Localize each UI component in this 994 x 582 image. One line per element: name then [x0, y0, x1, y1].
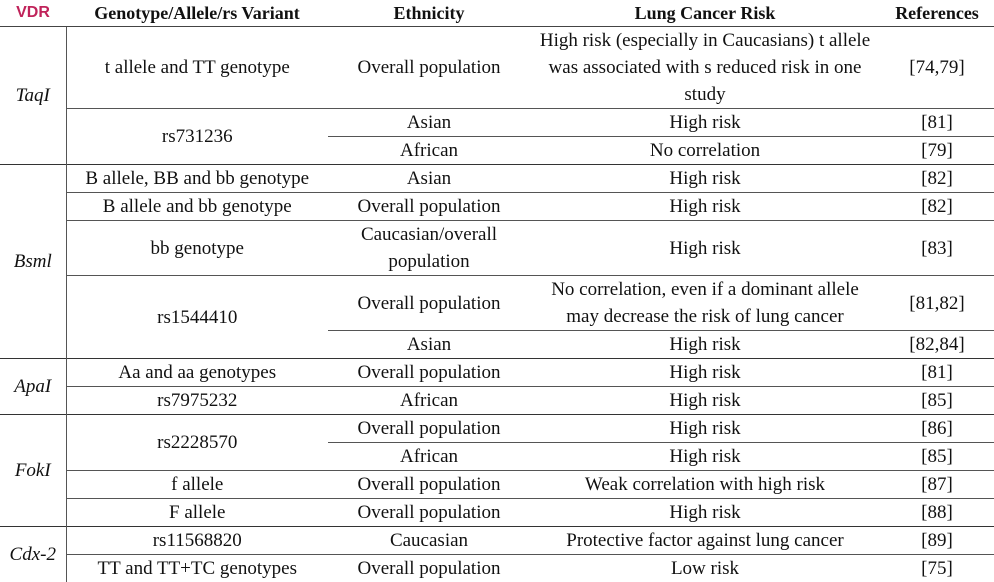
references-cell: [81]	[880, 109, 994, 137]
risk-cell: No correlation	[530, 137, 880, 165]
risk-cell: High risk	[530, 443, 880, 471]
header-cell: References	[880, 0, 994, 27]
header-cell: VDR	[0, 0, 66, 27]
risk-cell: Weak correlation with high risk	[530, 471, 880, 499]
references-cell: [86]	[880, 415, 994, 443]
header-row: VDR Genotype/Allele/rs Variant Ethnicity…	[0, 0, 994, 27]
genotype-cell: F allele	[66, 499, 328, 527]
ethnicity-cell: Asian	[328, 165, 530, 193]
page: VDR Genotype/Allele/rs Variant Ethnicity…	[0, 0, 994, 568]
header-cell: Ethnicity	[328, 0, 530, 27]
genotype-cell: B allele and bb genotype	[66, 193, 328, 221]
risk-cell: No correlation, even if a dominant allel…	[530, 276, 880, 331]
group-name: ApaI	[0, 359, 66, 415]
ethnicity-cell: Overall population	[328, 415, 530, 443]
risk-cell: High risk	[530, 331, 880, 359]
ethnicity-cell: Overall population	[328, 276, 530, 331]
references-cell: [85]	[880, 387, 994, 415]
ethnicity-cell: Asian	[328, 109, 530, 137]
ethnicity-cell: Overall population	[328, 471, 530, 499]
risk-cell: High risk	[530, 109, 880, 137]
header-cell: Lung Cancer Risk	[530, 0, 880, 27]
risk-cell: Low risk	[530, 555, 880, 582]
risk-cell: High risk	[530, 359, 880, 387]
risk-cell: High risk	[530, 387, 880, 415]
genotype-cell: TT and TT+TC genotypes	[66, 555, 328, 582]
genotype-cell: t allele and TT genotype	[66, 27, 328, 109]
ethnicity-cell: Caucasian	[328, 527, 530, 555]
references-cell: [75]	[880, 555, 994, 582]
genotype-cell: rs7975232	[66, 387, 328, 415]
references-cell: [85]	[880, 443, 994, 471]
references-cell: [74,79]	[880, 27, 994, 109]
genotype-cell: f allele	[66, 471, 328, 499]
references-cell: [81]	[880, 359, 994, 387]
genotype-cell: rs2228570	[66, 415, 328, 471]
group-name: Cdx-2	[0, 527, 66, 582]
risk-cell: High risk	[530, 165, 880, 193]
group-name: TaqI	[0, 27, 66, 165]
references-cell: [88]	[880, 499, 994, 527]
ethnicity-cell: Overall population	[328, 193, 530, 221]
references-cell: [82]	[880, 193, 994, 221]
references-cell: [79]	[880, 137, 994, 165]
ethnicity-cell: Overall population	[328, 359, 530, 387]
ethnicity-cell: Caucasian/overall population	[328, 221, 530, 276]
risk-cell: High risk	[530, 499, 880, 527]
header-cell: Genotype/Allele/rs Variant	[66, 0, 328, 27]
group-name: Bsml	[0, 165, 66, 359]
risk-cell: High risk (especially in Caucasians) t a…	[530, 27, 880, 109]
group-name: FokI	[0, 415, 66, 527]
ethnicity-cell: Overall population	[328, 555, 530, 582]
references-cell: [81,82]	[880, 276, 994, 331]
genotype-cell: Aa and aa genotypes	[66, 359, 328, 387]
references-cell: [82,84]	[880, 331, 994, 359]
ethnicity-cell: Asian	[328, 331, 530, 359]
risk-cell: High risk	[530, 415, 880, 443]
genotype-cell: rs11568820	[66, 527, 328, 555]
references-cell: [87]	[880, 471, 994, 499]
references-cell: [83]	[880, 221, 994, 276]
genotype-cell: bb genotype	[66, 221, 328, 276]
risk-cell: High risk	[530, 193, 880, 221]
genotype-cell: rs731236	[66, 109, 328, 165]
ethnicity-cell: Overall population	[328, 27, 530, 109]
risk-cell: High risk	[530, 221, 880, 276]
ethnicity-cell: African	[328, 137, 530, 165]
ethnicity-cell: African	[328, 387, 530, 415]
references-cell: [82]	[880, 165, 994, 193]
genotype-cell: B allele, BB and bb genotype	[66, 165, 328, 193]
references-cell: [89]	[880, 527, 994, 555]
risk-cell: Protective factor against lung cancer	[530, 527, 880, 555]
ethnicity-cell: Overall population	[328, 499, 530, 527]
genotype-cell: rs1544410	[66, 276, 328, 359]
ethnicity-cell: African	[328, 443, 530, 471]
